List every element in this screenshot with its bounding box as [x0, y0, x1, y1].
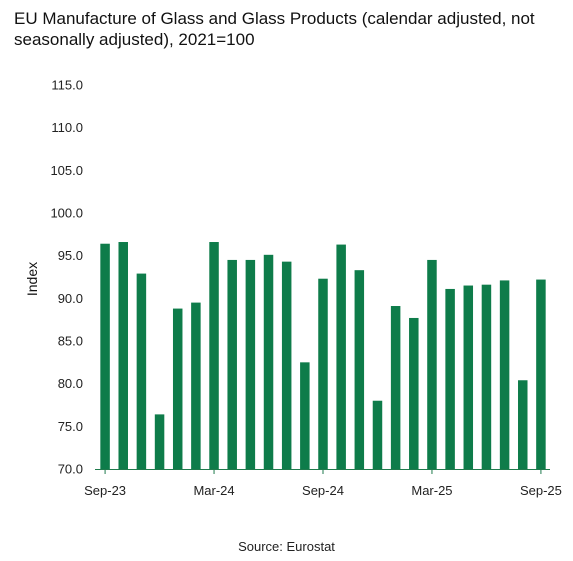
bar-aug-25 — [518, 380, 528, 469]
bar-sep-23 — [100, 243, 110, 469]
y-tick-label: 110.0 — [51, 120, 83, 135]
bar-nov-24 — [354, 270, 365, 469]
bar-feb-24 — [191, 302, 201, 469]
y-tick-label: 100.0 — [50, 206, 83, 221]
x-tick-label: Mar-25 — [411, 483, 452, 498]
x-tick-label: Mar-24 — [193, 483, 234, 498]
y-tick-label: 85.0 — [58, 334, 83, 349]
x-tick-label: Sep-25 — [520, 483, 562, 498]
y-axis-title: Index — [24, 262, 40, 296]
y-tick-label: 90.0 — [58, 291, 83, 306]
bar-jan-24 — [172, 308, 183, 469]
y-tick-label: 75.0 — [58, 419, 83, 434]
bar-jun-24 — [263, 254, 274, 469]
y-tick-label: 70.0 — [58, 462, 83, 477]
y-tick-label: 95.0 — [58, 248, 83, 263]
source-note: Source: Eurostat — [238, 539, 335, 554]
bar-nov-23 — [136, 273, 147, 469]
bar-jan-25 — [390, 306, 401, 469]
y-tick-label: 115.0 — [51, 78, 83, 93]
x-tick-label: Sep-23 — [84, 483, 126, 498]
bar-dec-23 — [154, 414, 165, 469]
chart-title: EU Manufacture of Glass and Glass Produc… — [14, 9, 535, 49]
bar-may-25 — [463, 285, 474, 469]
bar-apr-24 — [227, 259, 237, 469]
bar-sep-25 — [536, 279, 546, 469]
bar-aug-24 — [300, 362, 310, 469]
x-axis-ticks: Sep-23 Mar-24 Sep-24 Mar-25 Sep-25 — [84, 469, 562, 498]
bar-apr-25 — [445, 288, 455, 469]
bar-mar-25 — [427, 259, 437, 469]
bar-feb-25 — [409, 317, 419, 469]
y-tick-label: 80.0 — [58, 376, 83, 391]
bar-jul-25 — [499, 280, 510, 469]
bar-sep-24 — [318, 278, 328, 469]
bar-may-24 — [245, 259, 256, 469]
y-axis-ticks: 70.0 75.0 80.0 85.0 90.0 95.0 100.0 105.0 110.0 1… — [50, 78, 83, 477]
bar-oct-24 — [336, 244, 346, 469]
bar-jul-24 — [281, 261, 292, 469]
bar-mar-24 — [209, 242, 219, 469]
x-tick-label: Sep-24 — [302, 483, 344, 498]
bars — [100, 242, 546, 469]
y-tick-label: 105.0 — [50, 163, 83, 178]
bar-jun-25 — [481, 284, 492, 469]
bar-oct-23 — [118, 242, 128, 469]
bar-dec-24 — [372, 400, 383, 469]
